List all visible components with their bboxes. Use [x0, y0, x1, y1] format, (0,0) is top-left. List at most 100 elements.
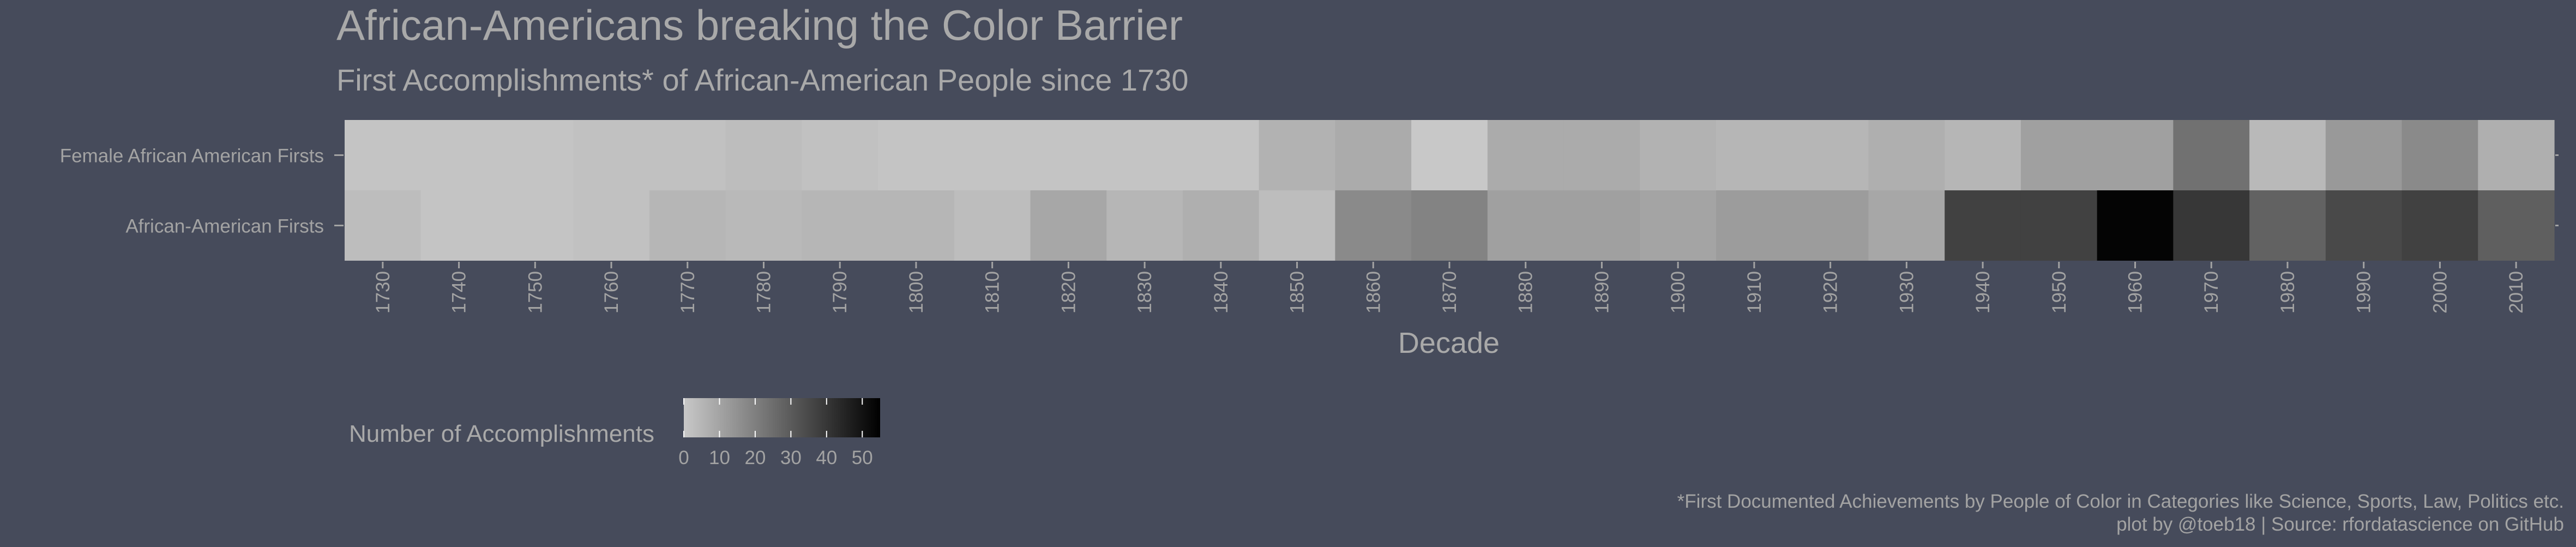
- heatmap-cell: [573, 120, 650, 190]
- x-tick-label: 1860: [1363, 271, 1384, 314]
- heatmap-cell: [1411, 190, 1488, 261]
- heatmap-cell: [1640, 190, 1717, 261]
- chart-subtitle: First Accomplishments* of African-Americ…: [336, 63, 1188, 97]
- x-tick-label: 1930: [1896, 271, 1917, 314]
- x-tick-label: 1910: [1744, 271, 1765, 314]
- heatmap-cell: [1182, 190, 1260, 261]
- legend-tick-label: 50: [852, 447, 873, 468]
- legend-title: Number of Accomplishments: [349, 420, 654, 447]
- chart-title: African-Americans breaking the Color Bar…: [336, 1, 1183, 49]
- caption-line-2: plot by @toeb18 | Source: rfordatascienc…: [2116, 514, 2564, 535]
- heatmap-cell: [1182, 120, 1260, 190]
- heatmap-cell: [2402, 190, 2478, 261]
- x-tick-label: 1840: [1211, 271, 1232, 314]
- heatmap-cell: [420, 120, 498, 190]
- heatmap-cell: [1563, 190, 1640, 261]
- heatmap-cell: [420, 190, 498, 261]
- legend-ticks: 0 10 20 30 40 50: [678, 398, 873, 468]
- heatmap-cell: [1640, 120, 1717, 190]
- heatmap-cell: [1487, 120, 1564, 190]
- heatmap-cell: [802, 120, 878, 190]
- heatmap-cell: [1030, 120, 1107, 190]
- heatmap-cell: [1335, 120, 1412, 190]
- x-tick-label: 1760: [601, 271, 622, 314]
- heatmap-cell: [725, 120, 802, 190]
- heatmap-cell: [649, 120, 726, 190]
- x-tick-label: 1750: [525, 271, 546, 314]
- heatmap-cell: [1563, 120, 1640, 190]
- heatmap-cell: [2097, 120, 2174, 190]
- x-tick-label: 1790: [829, 271, 851, 314]
- legend-tick-label: 30: [780, 447, 802, 468]
- heatmap-cell: [2249, 190, 2326, 261]
- legend-colorbar: [684, 398, 880, 437]
- heatmap-cell: [1792, 120, 1869, 190]
- x-tick-label: 1800: [906, 271, 927, 314]
- heatmap-cell: [954, 190, 1031, 261]
- heatmap-cell: [2173, 120, 2250, 190]
- heatmap-cell: [1945, 120, 2021, 190]
- caption-line-1: *First Documented Achievements by People…: [1677, 491, 2564, 512]
- x-tick-label: 1810: [982, 271, 1003, 314]
- legend-tick-label: 20: [744, 447, 766, 468]
- y-axis: Female African American Firsts African-Am…: [60, 146, 2559, 237]
- x-tick-label: 1730: [372, 271, 394, 314]
- heatmap-cell: [2478, 190, 2555, 261]
- x-tick-label: 1780: [754, 271, 775, 314]
- heatmap-cell: [2020, 190, 2098, 261]
- x-tick-label: 1830: [1134, 271, 1155, 314]
- x-tick-label: 1770: [677, 271, 699, 314]
- heatmap-cell: [1106, 190, 1183, 261]
- y-tick-label: African-American Firsts: [125, 216, 324, 237]
- x-tick-label: 1900: [1668, 271, 1689, 314]
- heatmap-cell: [878, 190, 955, 261]
- x-tick-label: 1990: [2354, 271, 2375, 314]
- x-tick-label: 2010: [2506, 271, 2527, 314]
- heatmap-cells: [345, 120, 2555, 261]
- legend-tick-label: 0: [678, 447, 689, 468]
- heatmap-cell: [649, 190, 726, 261]
- heatmap-cell: [1259, 190, 1336, 261]
- x-tick-label: 1880: [1515, 271, 1537, 314]
- heatmap-cell: [1945, 190, 2021, 261]
- x-tick-label: 1870: [1439, 271, 1460, 314]
- x-tick-label: 1940: [1972, 271, 1994, 314]
- x-axis-label: Decade: [1398, 327, 1500, 359]
- heatmap-cell: [725, 190, 802, 261]
- x-tick-label: 1950: [2049, 271, 2070, 314]
- x-axis: 1730 1740 1750 1760 1770 1780 1790 1800 1810 1820…: [372, 262, 2527, 314]
- heatmap-cell: [2478, 120, 2555, 190]
- heatmap-cell: [2020, 120, 2098, 190]
- x-tick-label: 1890: [1591, 271, 1612, 314]
- heatmap-cell: [1335, 190, 1412, 261]
- heatmap-cell: [1106, 120, 1183, 190]
- heatmap-cell: [2402, 120, 2478, 190]
- x-tick-label: 2000: [2429, 271, 2451, 314]
- legend-tick-label: 40: [816, 447, 837, 468]
- heatmap-cell: [497, 120, 574, 190]
- heatmap-cell: [802, 190, 878, 261]
- heatmap-cell: [1487, 190, 1564, 261]
- heatmap-cell: [497, 190, 574, 261]
- x-tick-label: 1960: [2125, 271, 2146, 314]
- x-tick-label: 1740: [449, 271, 470, 314]
- heatmap-cell: [954, 120, 1031, 190]
- heatmap-cell: [1716, 120, 1793, 190]
- heatmap-cell: [1868, 190, 1945, 261]
- heatmap-cell: [1259, 120, 1336, 190]
- legend-tick-label: 10: [709, 447, 730, 468]
- heatmap-cell: [2097, 190, 2174, 261]
- heatmap-cell: [2325, 190, 2403, 261]
- x-tick-label: 1920: [1820, 271, 1841, 314]
- legend: Number of Accomplishments 0 10 20 30 40 50: [349, 398, 880, 468]
- x-tick-label: 1980: [2277, 271, 2298, 314]
- heatmap-cell: [1411, 120, 1488, 190]
- heatmap-cell: [1868, 120, 1945, 190]
- x-tick-label: 1850: [1287, 271, 1308, 314]
- x-tick-label: 1820: [1058, 271, 1079, 314]
- heatmap-cell: [878, 120, 955, 190]
- heatmap-cell: [2173, 190, 2250, 261]
- heatmap-cell: [1716, 190, 1793, 261]
